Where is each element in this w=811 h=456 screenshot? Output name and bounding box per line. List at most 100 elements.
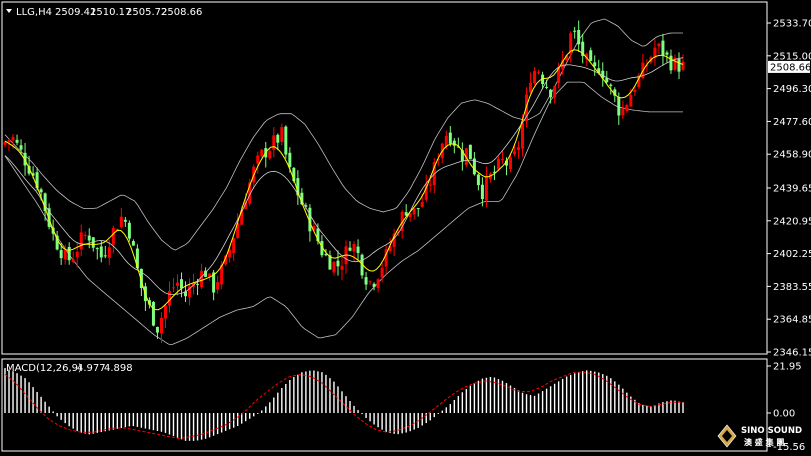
candle-body [452,140,456,146]
candle-body [7,139,11,142]
candle-body [545,86,549,88]
high-value: 2510.17 [90,7,131,18]
candle-body [63,249,67,260]
price-axis-label: 2458.90 [773,150,811,161]
macd-signal-line [4,371,683,440]
candle-body [220,264,224,285]
candle-body [553,86,557,98]
candle-body [55,235,59,250]
candle-body [376,279,380,289]
macd-pane-frame [1,358,768,452]
logo-line1: SINO SOUND [741,426,802,436]
price-axis-label: 2439.65 [773,183,811,194]
logo-line2: 澳 盛 集 團 [744,437,784,447]
logo-inner-icon [722,430,732,442]
symbol-label: LLG,H4 [16,7,52,18]
candle-body [508,157,512,170]
candle-body [240,210,244,225]
candle-body [324,254,328,256]
macd-histogram [4,368,684,441]
candle-body [444,135,448,147]
candle-body [384,249,388,267]
candle-body [59,250,63,259]
candle-body [513,151,517,155]
candle-body [316,228,320,242]
candle-body [617,97,621,116]
candle-body [537,72,541,74]
candle-body [268,150,272,159]
sino-sound-logo: SINO SOUND 澳 盛 集 團 [717,424,802,448]
candle-body [107,247,111,258]
candle-body [392,233,396,247]
candle-body [400,211,404,232]
candle-body [276,134,280,143]
candle-body [677,59,681,72]
candle-body [123,219,127,222]
price-axis: 2533.70 2515.00 2496.30 2477.60 2458.90 2439.… [767,19,811,359]
dropdown-triangle-icon[interactable] [6,9,12,13]
candle-body [47,208,51,227]
candle-body [248,182,252,204]
macd-main-value: 4.977 [77,363,106,374]
candle-body [260,149,264,157]
current-price-label: 2508.66 [770,62,811,73]
candle-body [171,287,175,289]
price-pane-frame [1,1,768,355]
candle-body [11,136,15,141]
candle-body [208,273,212,277]
candle-body [99,246,103,258]
candle-body [167,291,171,306]
candle-body [448,132,452,144]
candle-body [412,208,416,215]
candle-body [496,158,500,170]
candle-body [352,244,356,252]
candle-body [244,202,248,209]
candle-body [135,248,139,269]
candle-body [27,165,31,174]
candle-body [408,213,412,218]
candle-body [557,66,561,83]
candle-body [533,71,537,84]
candle-body [272,135,276,150]
candle-body [569,33,573,55]
candle-body [31,173,35,176]
candle-body [500,158,504,161]
candle-body [91,237,95,248]
candle-body [163,305,167,319]
candle-body [673,57,677,70]
macd-axis-label: -15.56 [773,442,805,453]
candle-body [625,104,629,112]
candle-body [292,167,296,182]
candle-body [669,55,673,71]
candle-body [79,232,83,250]
candle-body [83,234,87,236]
candle-body [300,192,304,205]
candle-body [561,60,565,70]
candle-body [573,30,577,32]
current-price-marker: 2508.66 [768,60,811,73]
candle-body [476,174,480,186]
candle-body [75,251,79,258]
candle-body [525,94,529,122]
candle-body [356,246,360,253]
moving-averages [4,49,684,311]
candle-body [549,89,553,98]
candle-body [200,270,204,288]
candle-body [35,172,39,189]
candle-body [504,160,508,166]
candle-body [424,184,428,200]
price-axis-label: 2496.30 [773,84,811,95]
candle-body [380,267,384,278]
candle-body [348,247,352,251]
candle-body [340,265,344,270]
candle-body [593,62,597,67]
candle-body [404,212,408,216]
candle-body [188,286,192,297]
candle-body [176,282,180,286]
candle-body [204,270,208,277]
candle-body [605,78,609,83]
candle-body [577,30,581,45]
candle-body [456,146,460,148]
candle-body [436,159,440,161]
